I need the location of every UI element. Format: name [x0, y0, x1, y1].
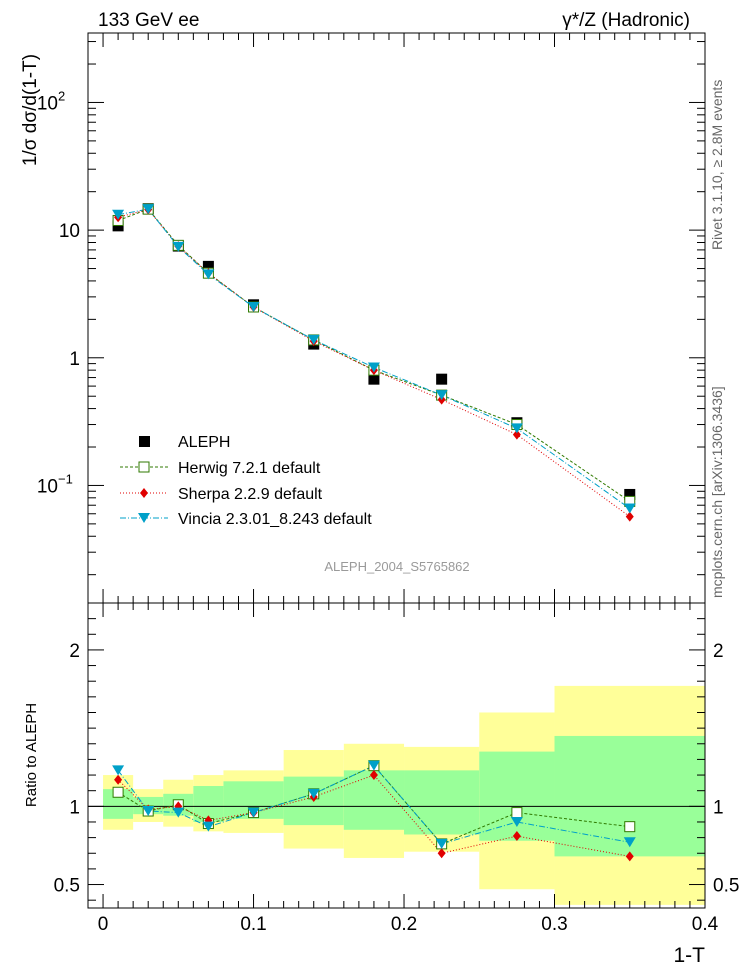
- ratio-point-vincia-7: [435, 838, 448, 849]
- main-series-markers: [112, 203, 636, 522]
- band-inner-7: [404, 770, 480, 835]
- legend-marker-herwig: [138, 461, 150, 473]
- ratio-point-vincia-6: [367, 760, 380, 771]
- main-point-vincia-9: [623, 503, 636, 514]
- ratio-series-markers: [112, 760, 636, 862]
- main-y-tick-label: 10: [59, 221, 80, 242]
- main-point-sherpa-9: [625, 511, 634, 522]
- ratio-line-vincia: [117, 765, 630, 845]
- main-point-vincia-2: [172, 241, 185, 252]
- main-point-data-9: [624, 488, 636, 500]
- band-inner-8: [479, 751, 555, 841]
- legend-label-herwig: Herwig 7.2.1 default: [178, 460, 321, 477]
- ratio-y-tick-label-right: 0.5: [713, 876, 739, 897]
- analysis-id: ALEPH_2004_S5765862: [324, 559, 469, 574]
- ratio-point-sherpa-6: [369, 770, 378, 781]
- x-tick-label: 0: [98, 914, 109, 935]
- x-tick-label: 0.4: [692, 914, 719, 935]
- ratio-y-tick-label: 2: [69, 641, 80, 662]
- process-label: γ*/Z (Hadronic): [562, 10, 690, 31]
- rivet-label: Rivet 3.1.10, ≥ 2.8M events: [709, 80, 725, 250]
- main-y-axis-label: 1/σ dσ/d(1-T): [20, 54, 41, 166]
- band-inner-6: [343, 770, 405, 830]
- ratio-point-vincia-1: [142, 806, 155, 817]
- ratio-series-lines: [117, 765, 630, 857]
- ratio-y-tick-label: 0.5: [54, 876, 80, 897]
- main-point-data-3: [202, 260, 214, 272]
- legend-marker-aleph: [139, 436, 150, 447]
- ratio-point-herwig-0: [112, 786, 124, 798]
- main-point-vincia-4: [247, 301, 260, 312]
- legend-label-sherpa: Sherpa 2.2.9 default: [178, 486, 323, 503]
- main-y-tick-label: 10: [37, 93, 58, 114]
- main-point-vincia-1: [142, 204, 155, 215]
- band-inner-9: [554, 735, 705, 857]
- legend-marker-vincia: [138, 513, 150, 523]
- ratio-point-vincia-8: [510, 816, 523, 827]
- x-tick-label: 0.2: [391, 914, 417, 935]
- main-point-data-6: [368, 373, 380, 385]
- main-line-vincia: [118, 208, 631, 509]
- main-point-vincia-8: [510, 423, 523, 434]
- ratio-point-vincia-5: [307, 788, 320, 799]
- ratio-point-vincia-4: [247, 807, 260, 818]
- main-y-tick-label: 1: [69, 349, 80, 370]
- x-axis-label: 1-T: [674, 944, 706, 967]
- energy-label: 133 GeV ee: [98, 10, 199, 31]
- ratio-line-sherpa: [117, 774, 630, 857]
- main-line-sherpa: [117, 208, 631, 518]
- ratio-frame: [87, 602, 706, 909]
- ratio-uncertainty-bands: [103, 685, 705, 905]
- ratio-point-vincia-2: [172, 807, 185, 818]
- main-y-tick-label: 10: [37, 476, 58, 497]
- ratio-y-axis-label: Ratio to ALEPH: [23, 703, 40, 807]
- ratio-point-vincia-3: [202, 821, 215, 832]
- main-point-vincia-6: [367, 362, 380, 373]
- main-point-vincia-3: [202, 269, 215, 280]
- ratio-point-sherpa-8: [512, 831, 521, 842]
- legend-marker-sherpa: [140, 488, 148, 498]
- main-y-tick-exponent: 2: [58, 88, 65, 103]
- ratio-point-herwig-8: [511, 807, 523, 819]
- legend-label-aleph: ALEPH: [178, 434, 230, 451]
- ratio-point-herwig-9: [624, 821, 636, 833]
- legend: ALEPH Herwig 7.2.1 default Sherpa 2.2.9 …: [120, 434, 372, 528]
- ratio-axes: 0 0.1 0.2 0.3 0.4 0.5 0.5 1 1 2 2: [54, 602, 739, 935]
- ratio-point-sherpa-9: [625, 851, 634, 862]
- ratio-y-tick-label: 1: [69, 797, 80, 818]
- x-tick-label: 0.1: [240, 914, 266, 935]
- ratio-point-sherpa-7: [437, 848, 446, 859]
- ratio-y-tick-label-right: 2: [713, 641, 724, 662]
- main-series-lines: [117, 208, 631, 518]
- mcplots-label: mcplots.cern.ch [arXiv:1306.3436]: [709, 386, 725, 598]
- main-point-vincia-5: [307, 334, 320, 345]
- main-point-sherpa-8: [512, 429, 521, 440]
- main-point-data-7: [436, 373, 448, 385]
- ratio-point-vincia-0: [112, 765, 125, 776]
- main-line-herwig: [117, 208, 631, 502]
- ratio-point-sherpa-0: [114, 774, 123, 785]
- ratio-point-vincia-9: [623, 837, 636, 848]
- main-y-tick-exponent: −1: [58, 471, 73, 486]
- x-tick-label: 0.3: [541, 914, 567, 935]
- main-point-vincia-7: [435, 390, 448, 401]
- ratio-y-tick-label-right: 1: [713, 797, 724, 818]
- main-point-vincia-0: [112, 209, 125, 220]
- legend-label-vincia: Vincia 2.3.01_8.243 default: [178, 511, 372, 528]
